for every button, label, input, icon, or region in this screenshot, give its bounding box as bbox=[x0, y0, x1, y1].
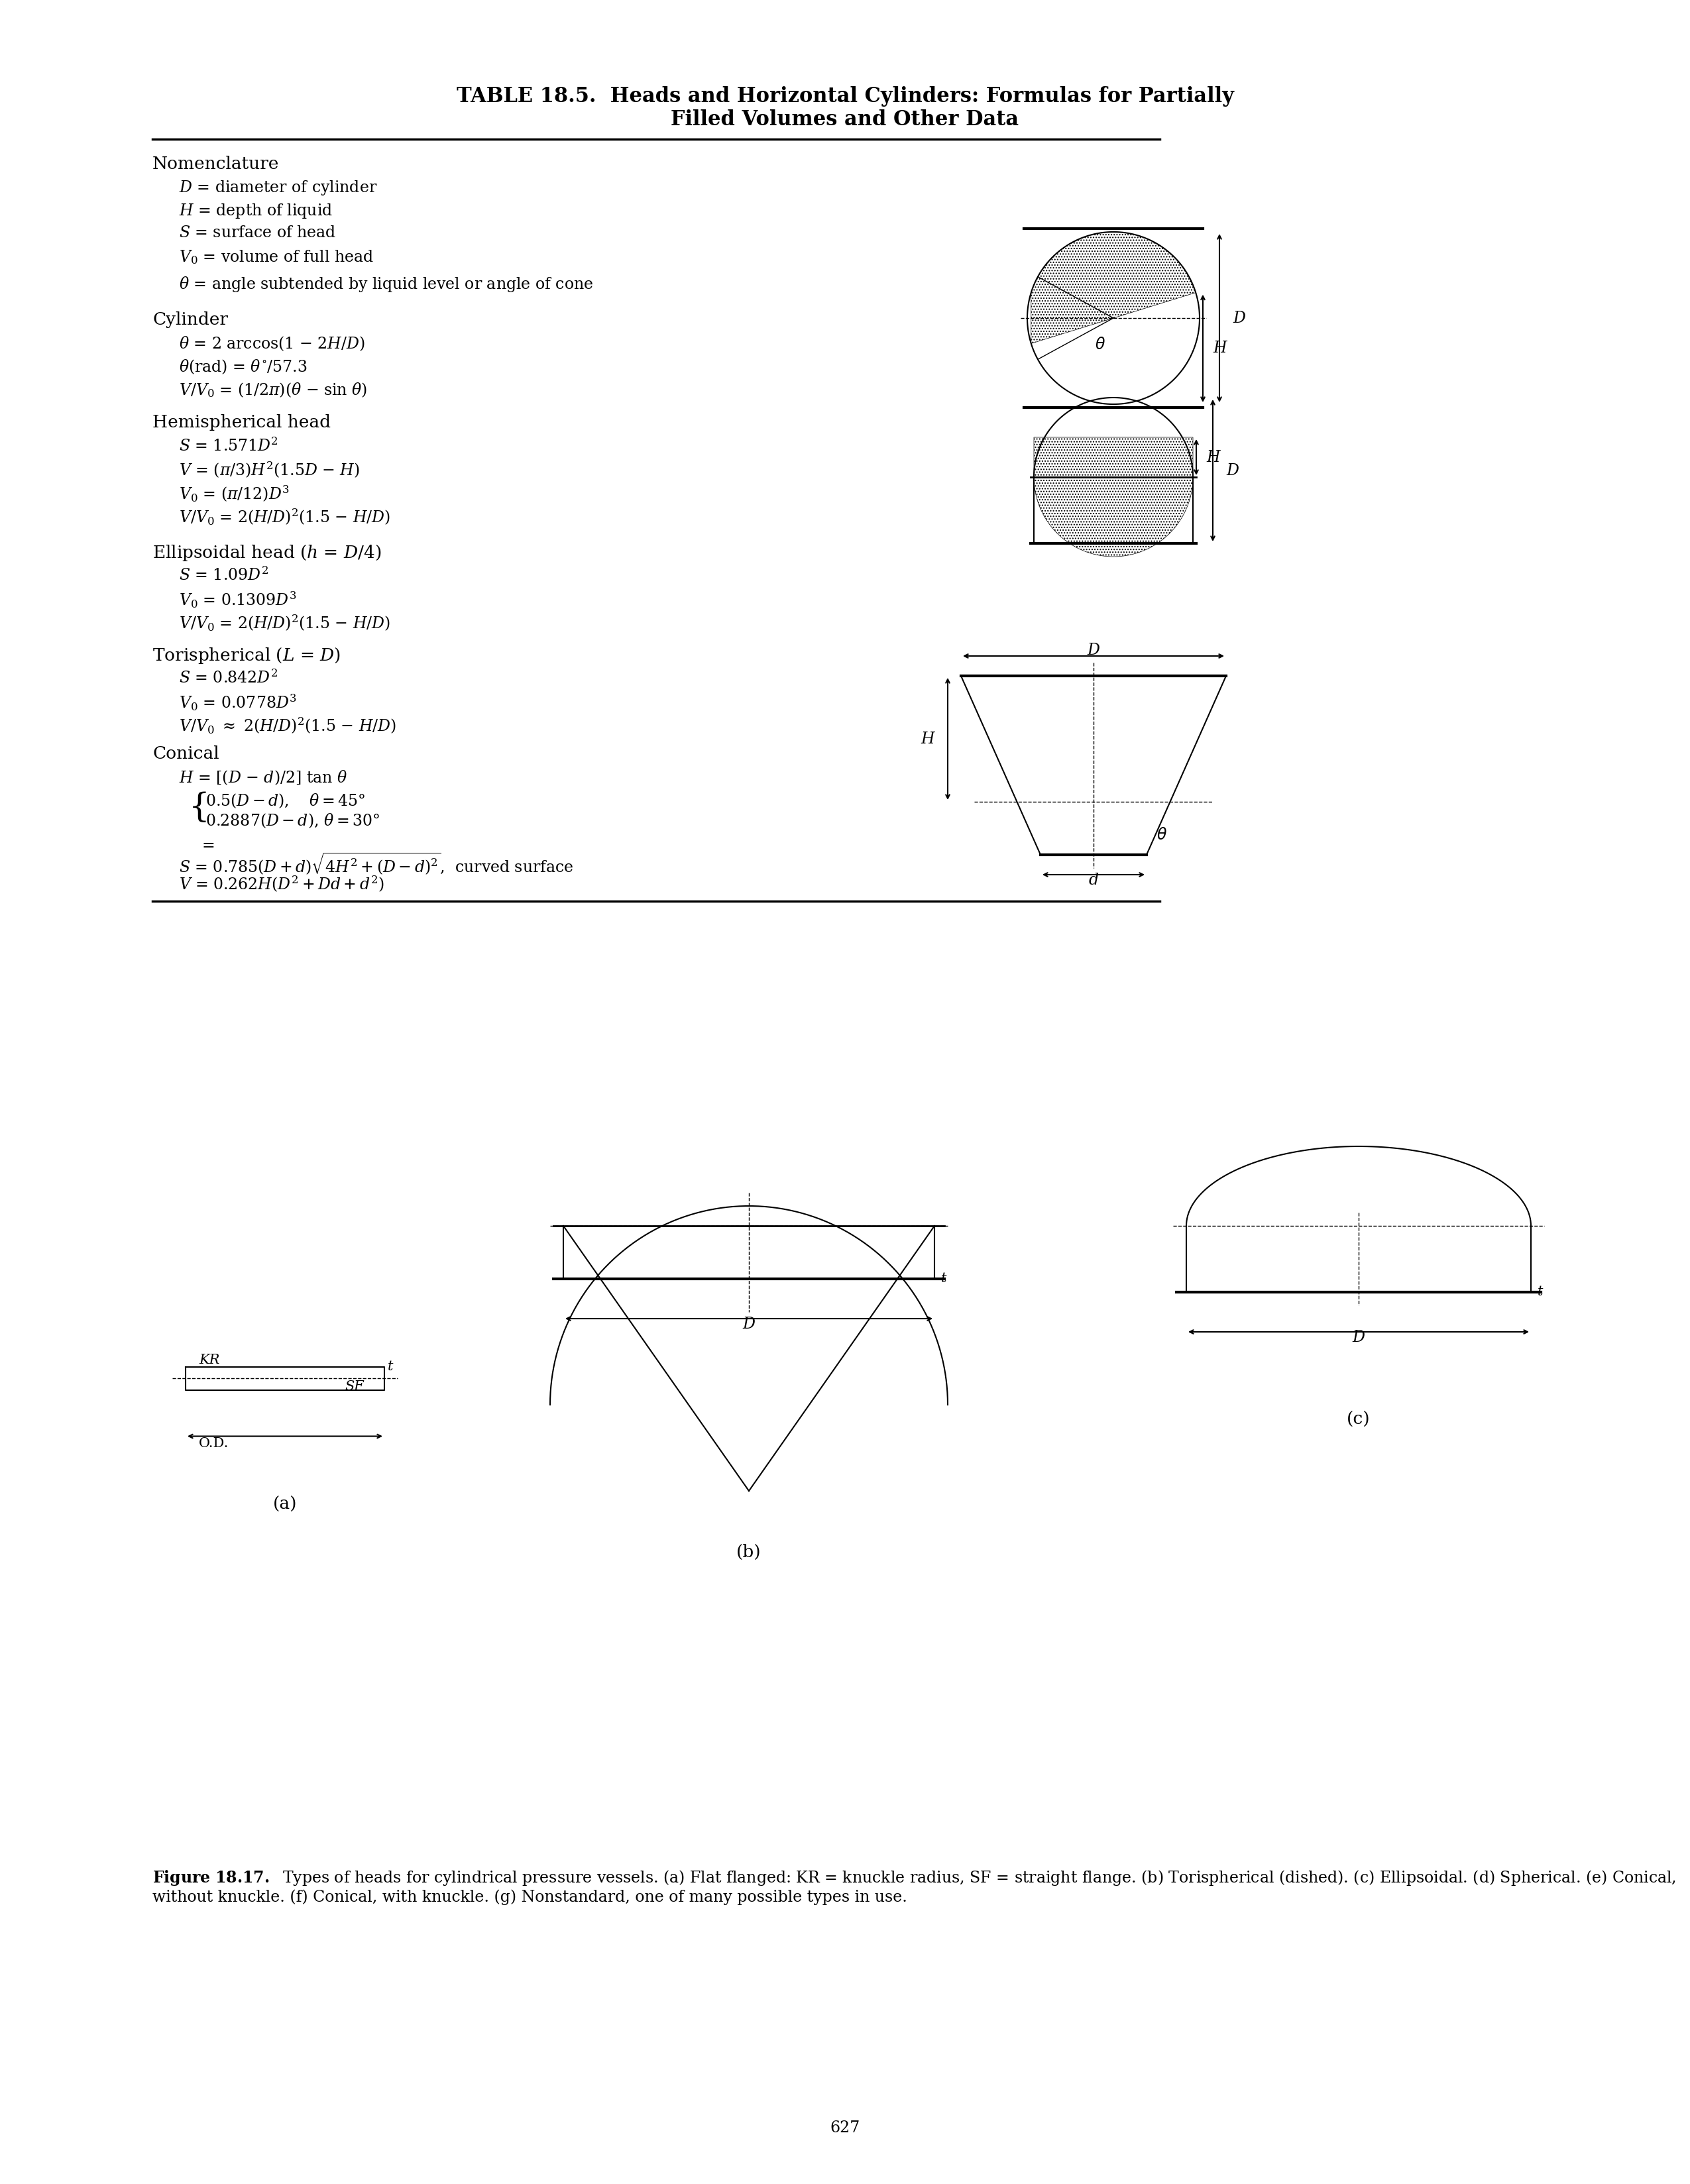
Text: $S$ = 1.09$D^2$: $S$ = 1.09$D^2$ bbox=[179, 566, 269, 583]
Text: $V$ = ($\pi$/3)$H^2$(1.5$D$ $-$ $H$): $V$ = ($\pi$/3)$H^2$(1.5$D$ $-$ $H$) bbox=[179, 461, 360, 480]
Text: Ellipsoidal head ($h$ = $D$/4): Ellipsoidal head ($h$ = $D$/4) bbox=[152, 544, 382, 563]
Text: H: H bbox=[921, 732, 935, 747]
Text: $H$ = [($D$ $-$ $d$)/2] tan $\theta$: $H$ = [($D$ $-$ $d$)/2] tan $\theta$ bbox=[179, 769, 348, 786]
Text: $S$ = 0.785($D + d)\sqrt{4H^2 + (D - d)^2}$,  curved surface: $S$ = 0.785($D + d)\sqrt{4H^2 + (D - d)^… bbox=[179, 852, 573, 876]
Text: $V_0$ = 0.0778$D^3$: $V_0$ = 0.0778$D^3$ bbox=[179, 692, 297, 712]
Text: $V_0$ = volume of full head: $V_0$ = volume of full head bbox=[179, 249, 373, 266]
Text: $S$ = 0.842$D^2$: $S$ = 0.842$D^2$ bbox=[179, 668, 277, 686]
Text: 0.5($D - d$),    $\theta = 45°$: 0.5($D - d$), $\theta = 45°$ bbox=[206, 793, 365, 810]
Text: $S$ = 1.571$D^2$: $S$ = 1.571$D^2$ bbox=[179, 437, 279, 454]
Text: $V/V_0$ = (1/2$\pi$)($\theta$ $-$ sin $\theta$): $V/V_0$ = (1/2$\pi$)($\theta$ $-$ sin $\… bbox=[179, 380, 367, 400]
Text: $V_0$ = 0.1309$D^3$: $V_0$ = 0.1309$D^3$ bbox=[179, 590, 297, 609]
Text: $D$ = diameter of cylinder: $D$ = diameter of cylinder bbox=[179, 179, 377, 197]
Text: $\theta$: $\theta$ bbox=[1095, 336, 1105, 352]
Text: Hemispherical head: Hemispherical head bbox=[152, 415, 331, 430]
Text: $V/V_0$ = 2($H/D)^2$(1.5 $-$ $H/D$): $V/V_0$ = 2($H/D)^2$(1.5 $-$ $H/D$) bbox=[179, 614, 390, 633]
Text: $\theta$: $\theta$ bbox=[1156, 828, 1168, 843]
Text: H: H bbox=[1213, 341, 1227, 356]
Text: $\bf{Figure\ 18.17.}$  Types of heads for cylindrical pressure vessels. (a) Flat: $\bf{Figure\ 18.17.}$ Types of heads for… bbox=[152, 1870, 1676, 1904]
Text: D: D bbox=[1352, 1330, 1366, 1345]
Text: $\theta$(rad) = $\theta^{\circ}$/57.3: $\theta$(rad) = $\theta^{\circ}$/57.3 bbox=[179, 358, 308, 376]
Text: $V_0$ = ($\pi$/12)$D^3$: $V_0$ = ($\pi$/12)$D^3$ bbox=[179, 483, 289, 502]
Text: d: d bbox=[1088, 874, 1098, 889]
Text: SF: SF bbox=[345, 1380, 363, 1393]
Text: (c): (c) bbox=[1347, 1411, 1371, 1428]
Text: TABLE 18.5.  Heads and Horizontal Cylinders: Formulas for Partially: TABLE 18.5. Heads and Horizontal Cylinde… bbox=[456, 85, 1234, 107]
Text: Torispherical ($L$ = $D$): Torispherical ($L$ = $D$) bbox=[152, 646, 341, 666]
Text: (b): (b) bbox=[737, 1544, 762, 1562]
Text: t: t bbox=[387, 1361, 394, 1372]
Text: (a): (a) bbox=[272, 1496, 297, 1514]
Text: $S$ = surface of head: $S$ = surface of head bbox=[179, 225, 336, 240]
Text: $V/V_0$ $\approx$ 2($H/D)^2$(1.5 $-$ $H/D$): $V/V_0$ $\approx$ 2($H/D)^2$(1.5 $-$ $H/… bbox=[179, 716, 395, 736]
Text: t: t bbox=[941, 1273, 946, 1284]
Text: t: t bbox=[1538, 1286, 1543, 1297]
Text: Nomenclature: Nomenclature bbox=[152, 155, 279, 173]
Text: Conical: Conical bbox=[152, 745, 220, 762]
Text: O.D.: O.D. bbox=[199, 1437, 228, 1450]
Text: D: D bbox=[1087, 642, 1100, 657]
Text: D: D bbox=[742, 1317, 755, 1332]
Text: 0.2887($D - d$), $\theta = 30°$: 0.2887($D - d$), $\theta = 30°$ bbox=[206, 812, 380, 830]
Text: $H$ = depth of liquid: $H$ = depth of liquid bbox=[179, 203, 333, 221]
Text: $V$ = 0.262$H$($D^2 + Dd + d^2$): $V$ = 0.262$H$($D^2 + Dd + d^2$) bbox=[179, 874, 384, 893]
Text: $=$: $=$ bbox=[179, 839, 220, 854]
Text: {: { bbox=[189, 793, 210, 826]
Text: D: D bbox=[1232, 310, 1246, 325]
Text: $\theta$ = 2 arccos(1 $-$ 2$H/D$): $\theta$ = 2 arccos(1 $-$ 2$H/D$) bbox=[179, 334, 365, 352]
Text: $\theta$ = angle subtended by liquid level or angle of cone: $\theta$ = angle subtended by liquid lev… bbox=[179, 275, 593, 293]
Text: KR: KR bbox=[199, 1354, 220, 1365]
Text: 627: 627 bbox=[830, 2121, 860, 2136]
Text: Filled Volumes and Other Data: Filled Volumes and Other Data bbox=[671, 109, 1019, 129]
Text: D: D bbox=[1225, 463, 1239, 478]
Text: H: H bbox=[1207, 450, 1220, 465]
Text: $V/V_0$ = 2($H/D)^2$(1.5 $-$ $H/D$): $V/V_0$ = 2($H/D)^2$(1.5 $-$ $H/D$) bbox=[179, 507, 390, 526]
Text: Cylinder: Cylinder bbox=[152, 312, 228, 328]
